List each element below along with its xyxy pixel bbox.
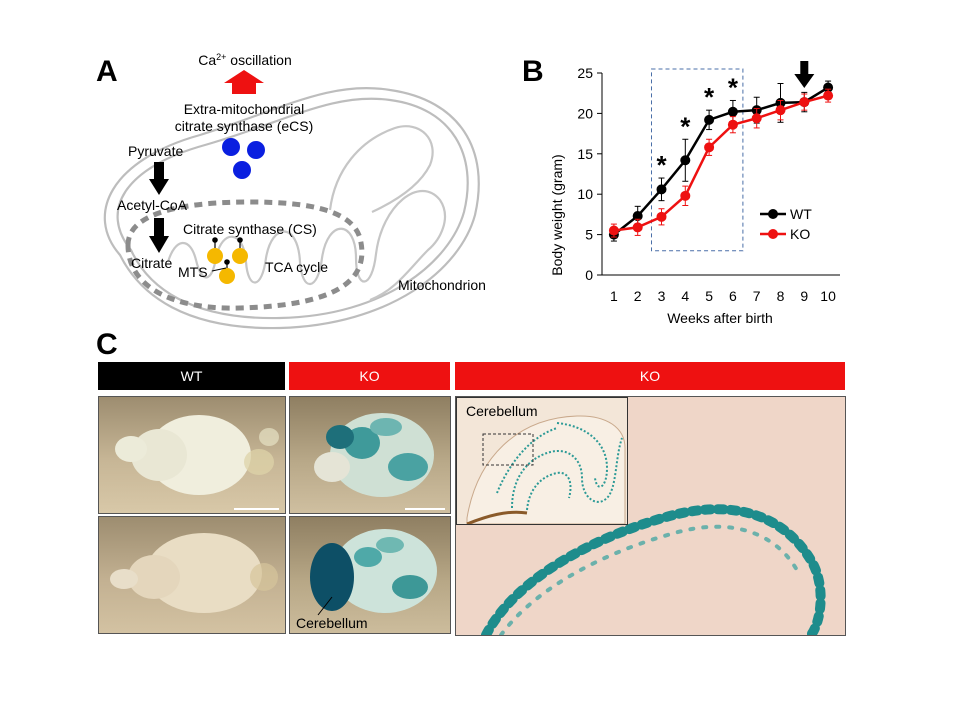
chart-x-axis-label: Weeks after birth (667, 310, 773, 326)
ko-brain-dorsal-photo (289, 396, 451, 514)
x-tick-label: 5 (705, 288, 713, 304)
data-point-ko (680, 190, 691, 201)
data-point-ko (727, 119, 738, 130)
ko-brain-ventral-drawing (310, 529, 437, 616)
mitochondrion-inner-membrane (116, 97, 469, 320)
ko-banner: KO (289, 362, 450, 390)
legend-marker-wt (768, 209, 778, 219)
cerebellum-label: Cerebellum (296, 615, 368, 631)
y-tick-label: 25 (577, 65, 593, 81)
legend-label-ko: KO (790, 226, 810, 242)
ko-brain-dorsal-drawing (314, 413, 445, 510)
cs-dot (232, 248, 248, 264)
ko-cerebellum-section-drawing (481, 504, 826, 635)
x-tick-label: 4 (681, 288, 689, 304)
ko-brain-ventral-photo: Cerebellum (289, 516, 451, 634)
x-tick-label: 3 (658, 288, 666, 304)
ko-section-banner: KO (455, 362, 845, 390)
pyruvate-label: Pyruvate (128, 143, 183, 159)
ca-oscillation-arrow-icon (224, 70, 264, 94)
data-point-ko (704, 142, 715, 153)
ko-banner-label: KO (359, 368, 380, 384)
series-line-wt (613, 86, 829, 236)
arrow-icon-shaft (800, 61, 809, 74)
x-tick-label: 7 (753, 288, 761, 304)
y-tick-label: 0 (585, 267, 593, 283)
arrow-icon-head (794, 74, 815, 88)
ecs-dot (233, 161, 251, 179)
data-point-wt (823, 82, 834, 93)
data-point-ko (751, 113, 762, 124)
x-tick-label: 6 (729, 288, 737, 304)
inset-cerebellum-label: Cerebellum (466, 403, 538, 419)
mts-label: MTS (178, 264, 208, 280)
ecs-dot (247, 141, 265, 159)
ko-section-banner-label: KO (639, 368, 661, 384)
series-line-ko (613, 94, 829, 232)
y-tick-label: 5 (585, 227, 593, 243)
data-point-wt (656, 184, 667, 195)
highlight-box (651, 68, 744, 252)
cs-dot (219, 268, 235, 284)
citrate-label: Citrate (131, 255, 172, 271)
legend-marker-ko (768, 229, 778, 239)
wt-brain-dorsal-photo (98, 396, 286, 514)
ko-cerebellum-section-photo: Cerebellum (455, 396, 846, 636)
data-point-wt (704, 114, 715, 125)
citrate-synthase-label: Citrate synthase (CS) (183, 221, 317, 237)
panel-label-b: B (522, 55, 544, 88)
panel-label-c: C (96, 328, 118, 361)
x-tick-label: 1 (610, 288, 618, 304)
data-point-ko (656, 211, 667, 222)
data-point-wt (727, 106, 738, 117)
pyruvate-to-acetylcoa-arrow-icon (149, 162, 169, 195)
tca-cycle-label: TCA cycle (265, 259, 328, 275)
legend-label-wt: WT (790, 206, 812, 222)
y-tick-label: 15 (577, 146, 593, 162)
ecs-label-line2: citrate synthase (eCS) (175, 118, 314, 134)
data-point-ko (608, 225, 619, 236)
acetyl-coa-label: Acetyl-CoA (117, 197, 188, 213)
data-point-ko (823, 90, 834, 101)
wt-banner-label: WT (180, 368, 203, 384)
ecs-dot (222, 138, 240, 156)
wt-brain-ventral-drawing (110, 533, 278, 613)
ecs-label-line1: Extra-mitochondrial (184, 101, 305, 117)
data-point-ko (775, 105, 786, 116)
chart-y-axis-label: Body weight (gram) (549, 154, 565, 275)
cerebellum-inset: Cerebellum (456, 397, 628, 526)
ca-oscillation-label: Ca2+ oscillation (198, 52, 292, 68)
x-tick-label: 9 (800, 288, 808, 304)
data-point-wt (632, 211, 643, 222)
panel-label-a: A (96, 55, 118, 88)
y-tick-label: 20 (577, 105, 593, 121)
cs-dot (207, 248, 223, 264)
acetylcoa-to-citrate-arrow-icon (149, 218, 169, 253)
mitochondrion-label: Mitochondrion (398, 277, 486, 293)
mitochondrion-diagram: Ca2+ oscillation Extra-mitochondrial cit… (103, 52, 486, 330)
data-point-wt (680, 155, 691, 166)
mts-pointer (211, 267, 227, 272)
y-tick-label: 10 (577, 186, 593, 202)
wt-brain-dorsal-drawing (115, 415, 279, 510)
significance-star: * (656, 150, 667, 180)
matrix-dashed-boundary (125, 199, 365, 311)
mitochondrion-outer-membrane (103, 86, 480, 330)
mitochondrion-cristae-top (328, 125, 434, 213)
significance-star: * (680, 111, 691, 141)
x-tick-label: 10 (820, 288, 836, 304)
x-tick-label: 2 (634, 288, 642, 304)
x-tick-label: 8 (777, 288, 785, 304)
cerebellum-inset-drawing (466, 415, 626, 526)
significance-star: * (704, 82, 715, 112)
wt-banner: WT (98, 362, 285, 390)
data-point-ko (799, 97, 810, 108)
data-point-ko (632, 222, 643, 233)
significance-star: * (728, 72, 739, 102)
wt-brain-ventral-photo (98, 516, 286, 634)
